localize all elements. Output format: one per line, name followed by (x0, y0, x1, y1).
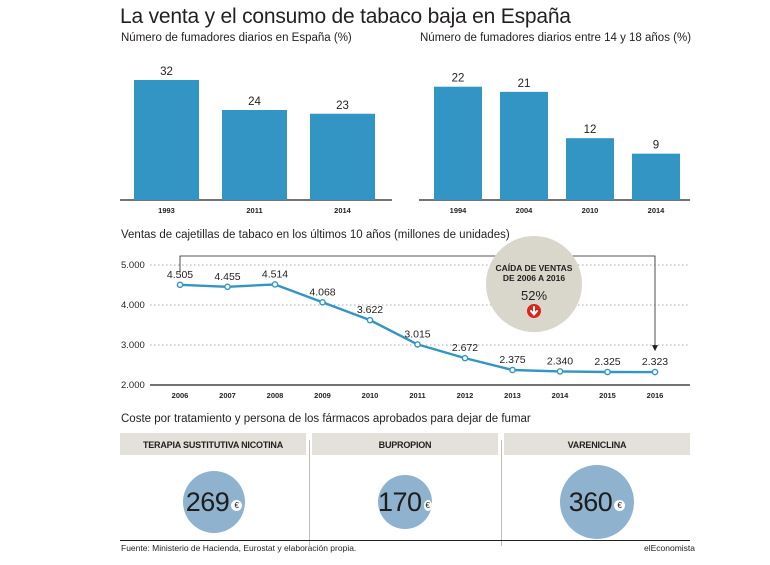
x-tick-label: 1994 (450, 206, 468, 215)
costs-title: Coste por tratamiento y persona de los f… (121, 413, 531, 425)
comparison-bracket (179, 255, 656, 349)
data-label: 2.323 (642, 356, 668, 368)
x-tick-label: 2011 (246, 206, 262, 215)
data-point (509, 366, 516, 374)
currency-symbol: € (423, 499, 432, 511)
data-point (651, 368, 659, 376)
y-tick-label: 4.000 (121, 300, 145, 311)
data-label: 2.340 (547, 355, 573, 367)
callout-title: CAÍDA DE VENTAS DE 2006 A 2016 (495, 263, 573, 283)
bar-value-label: 12 (584, 124, 597, 136)
currency-symbol: € (614, 499, 626, 511)
y-tick-label: 5.000 (121, 260, 145, 271)
chart-1-title: Número de fumadores diarios en España (%… (121, 32, 352, 44)
data-point (271, 281, 279, 288)
currency-symbol: € (231, 499, 243, 511)
cost-bubble-vareniclina: 360 € (560, 465, 634, 539)
x-tick-label: 2008 (267, 391, 284, 400)
cost-value: 269 (185, 486, 230, 517)
data-point (461, 354, 469, 362)
chart-2-title: Número de fumadores diarios entre 14 y 1… (420, 32, 692, 44)
data-point (224, 283, 231, 291)
x-tick-label: 2014 (552, 391, 570, 400)
x-tick-label: 2006 (172, 391, 189, 400)
cost-label-bupropion: BUPROPION (312, 433, 498, 455)
x-tick-label: 2007 (219, 391, 236, 400)
x-tick-label: 2004 (516, 206, 534, 215)
callout-value: 52% (520, 288, 548, 303)
x-tick-label: 2009 (314, 391, 331, 400)
cost-divider (309, 440, 310, 546)
x-tick-label: 2013 (504, 391, 521, 400)
bar-value-label: 23 (336, 100, 349, 112)
data-label: 2.375 (499, 354, 525, 366)
x-tick-label: 2014 (648, 206, 666, 215)
x-tick-label: 2012 (457, 391, 474, 400)
cost-bubble-bupropion: 170 € (378, 475, 432, 529)
data-point (366, 316, 374, 324)
data-label: 2.325 (594, 356, 620, 368)
bar (632, 153, 680, 200)
bar (310, 113, 375, 200)
page-title: La venta y el consumo de tabaco baja en … (120, 5, 571, 28)
footer-source: Fuente: Ministerio de Hacienda, Eurostat… (121, 543, 357, 553)
data-label: 3.015 (404, 328, 430, 340)
bracket-arrowhead (652, 345, 658, 352)
data-label: 4.455 (214, 271, 240, 283)
x-tick-label: 2015 (599, 391, 616, 400)
chart-3-title: Ventas de cajetillas de tabaco en los úl… (121, 229, 510, 241)
sales-drop-callout: CAÍDA DE VENTAS DE 2006 A 2016 52% (486, 236, 582, 332)
data-point (414, 341, 421, 348)
x-tick-label: 2010 (582, 206, 599, 215)
bar (222, 110, 287, 200)
data-point (176, 281, 184, 289)
data-point (319, 298, 326, 306)
data-label: 3.622 (357, 304, 383, 316)
bar-value-label: 32 (160, 66, 173, 78)
x-tick-label: 2016 (647, 391, 664, 400)
x-tick-label: 2014 (334, 206, 352, 215)
cost-value: 360 (568, 486, 613, 517)
bar-value-label: 9 (653, 140, 659, 152)
down-arrow-icon (527, 304, 541, 318)
y-tick-label: 3.000 (121, 340, 145, 351)
data-point (604, 368, 611, 376)
cost-divider (501, 440, 502, 546)
bar (566, 138, 614, 200)
cost-value: 170 (378, 486, 422, 517)
bar-value-label: 22 (452, 73, 465, 85)
cost-label-nicotina: TERAPIA SUSTITUTIVA NICOTINA (120, 433, 306, 455)
data-label: 2.672 (452, 342, 478, 354)
x-tick-label: 2011 (409, 391, 425, 400)
bar (134, 80, 199, 200)
cost-bubble-nicotina: 269 € (183, 471, 245, 533)
bar (500, 91, 548, 200)
data-point (556, 368, 564, 375)
bar-value-label: 24 (248, 96, 261, 108)
data-label: 4.505 (167, 269, 193, 281)
footer-brand: elEconomista (644, 543, 696, 553)
bar (434, 86, 482, 200)
cost-label-vareniclina: VARENICLINA (504, 433, 690, 455)
data-label: 4.068 (309, 286, 335, 298)
bar-value-label: 21 (518, 78, 531, 90)
x-tick-label: 1993 (158, 206, 175, 215)
footer-rule (120, 540, 690, 541)
data-label: 4.514 (262, 268, 288, 280)
y-tick-label: 2.000 (121, 380, 145, 391)
x-tick-label: 2010 (362, 391, 379, 400)
